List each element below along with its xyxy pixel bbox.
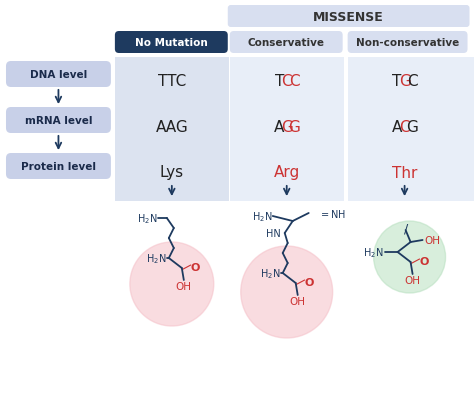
Circle shape bbox=[241, 246, 333, 338]
FancyBboxPatch shape bbox=[6, 153, 111, 179]
Text: A: A bbox=[392, 120, 402, 135]
Text: Arg: Arg bbox=[273, 165, 300, 180]
Text: G: G bbox=[399, 74, 410, 89]
FancyBboxPatch shape bbox=[347, 32, 467, 54]
Text: T: T bbox=[392, 74, 402, 89]
Text: H$_2$N: H$_2$N bbox=[137, 211, 158, 225]
Text: Conservative: Conservative bbox=[248, 38, 325, 48]
Text: OH: OH bbox=[405, 275, 420, 285]
FancyBboxPatch shape bbox=[228, 6, 470, 28]
Text: A: A bbox=[274, 120, 284, 135]
Bar bbox=[230, 58, 344, 202]
Text: C: C bbox=[399, 120, 410, 135]
FancyBboxPatch shape bbox=[115, 32, 228, 54]
Text: Lys: Lys bbox=[160, 165, 184, 180]
Text: HN: HN bbox=[266, 228, 281, 239]
Text: OH: OH bbox=[176, 281, 192, 291]
Text: C: C bbox=[282, 74, 292, 89]
Text: $\mathregular{=}$NH: $\mathregular{=}$NH bbox=[319, 207, 346, 220]
Text: H$_2$N: H$_2$N bbox=[146, 252, 167, 265]
Text: H$_2$N: H$_2$N bbox=[252, 209, 273, 223]
Text: H$_2$N: H$_2$N bbox=[363, 245, 383, 259]
Text: C: C bbox=[407, 74, 418, 89]
Text: TTC: TTC bbox=[158, 74, 186, 89]
Text: Non-conservative: Non-conservative bbox=[356, 38, 459, 48]
FancyBboxPatch shape bbox=[6, 108, 111, 134]
Circle shape bbox=[374, 222, 446, 293]
Circle shape bbox=[130, 243, 214, 326]
Text: DNA level: DNA level bbox=[30, 70, 87, 80]
Text: OH: OH bbox=[425, 235, 440, 245]
Bar bbox=[347, 58, 474, 202]
Text: G: G bbox=[406, 120, 418, 135]
Text: No Mutation: No Mutation bbox=[135, 38, 208, 48]
Text: G: G bbox=[281, 120, 292, 135]
Text: OH: OH bbox=[290, 296, 306, 306]
Text: T: T bbox=[274, 74, 284, 89]
Text: O: O bbox=[305, 277, 314, 287]
Text: O: O bbox=[191, 262, 200, 272]
Bar bbox=[115, 58, 229, 202]
FancyBboxPatch shape bbox=[6, 62, 111, 88]
Text: mRNA level: mRNA level bbox=[25, 116, 92, 126]
Text: Protein level: Protein level bbox=[21, 162, 96, 172]
Text: C: C bbox=[289, 74, 300, 89]
Text: G: G bbox=[288, 120, 300, 135]
Text: AAG: AAG bbox=[155, 120, 188, 135]
Text: O: O bbox=[419, 256, 429, 266]
Text: Thr: Thr bbox=[392, 165, 417, 180]
FancyBboxPatch shape bbox=[230, 32, 343, 54]
Text: H$_2$N: H$_2$N bbox=[260, 266, 281, 280]
Text: /: / bbox=[404, 222, 409, 235]
Text: MISSENSE: MISSENSE bbox=[313, 11, 384, 23]
